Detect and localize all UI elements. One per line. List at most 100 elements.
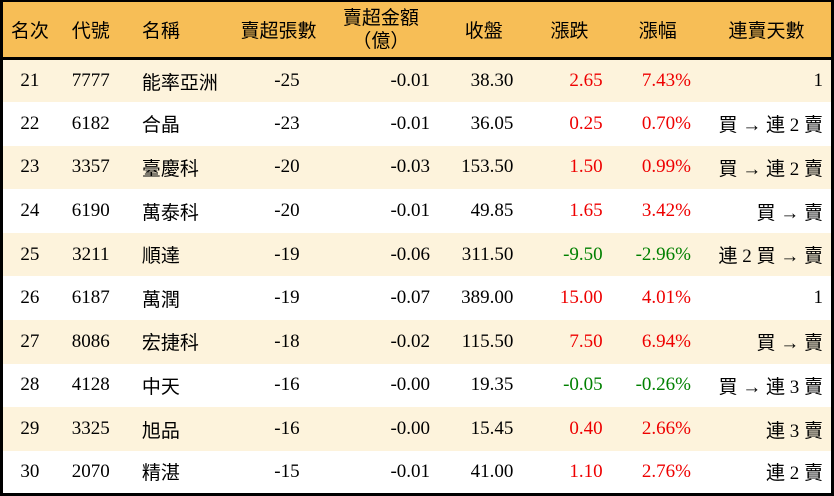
cell-price-change: -0.05 <box>563 374 603 396</box>
cell-close-price: 41.00 <box>470 460 514 482</box>
cell-price-change: 15.00 <box>559 287 603 309</box>
cell-sell-volume: -16 <box>274 374 300 396</box>
cell-sell-volume: -20 <box>274 200 300 222</box>
table-header: 名次 代號 名稱 賣超張數 賣超金額 （億） 收盤 漲跌 漲幅 連賣天數 <box>1 1 833 60</box>
cell-close-price: 49.85 <box>470 200 514 222</box>
table-row: 28 4128 中天 -16 -0.00 19.35 -0.05 -0.26% … <box>1 363 833 408</box>
cell-sell-amount: -0.01 <box>390 200 431 222</box>
cell-close-price: 19.35 <box>470 374 514 396</box>
table-row: 23 3357 臺慶科 -20 -0.03 153.50 1.50 0.99% … <box>1 145 833 190</box>
col-header-sell-amount: 賣超金額 （億） <box>319 1 443 60</box>
cell-sell-volume: -23 <box>274 112 300 134</box>
cell-price-change: 1.50 <box>569 156 603 178</box>
cell-rank: 26 <box>20 287 40 309</box>
cell-sell-volume: -19 <box>274 243 300 265</box>
cell-rank: 23 <box>20 156 40 178</box>
cell-rank: 29 <box>20 418 40 440</box>
cell-close-price: 311.50 <box>461 243 514 265</box>
cell-stock-code: 6190 <box>71 200 110 222</box>
table-row: 25 3211 順達 -19 -0.06 311.50 -9.50 -2.96%… <box>1 232 833 277</box>
cell-stock-name: 精湛 <box>141 463 180 485</box>
cell-change-percent: 4.01% <box>641 287 691 309</box>
cell-stock-name: 萬泰科 <box>141 202 199 224</box>
cell-stock-name: 臺慶科 <box>141 158 199 180</box>
col-header-sell-amount-line2: （億） <box>352 30 410 52</box>
cell-sell-streak: 連 2 買 → 賣 <box>718 246 823 268</box>
col-header-sell-amount-line1: 賣超金額 <box>342 7 419 29</box>
cell-sell-streak: 買 → 連 3 賣 <box>718 376 823 398</box>
table-row: 30 2070 精湛 -15 -0.01 41.00 1.10 2.76% 連 … <box>1 450 833 495</box>
cell-rank: 27 <box>20 330 40 352</box>
cell-change-percent: 3.42% <box>641 200 691 222</box>
cell-price-change: 1.65 <box>569 200 603 222</box>
cell-sell-amount: -0.01 <box>390 460 431 482</box>
cell-price-change: 1.10 <box>569 460 603 482</box>
cell-sell-streak: 連 3 賣 <box>765 420 823 442</box>
table-body: 21 7777 能率亞洲 -25 -0.01 38.30 2.65 7.43% … <box>1 58 833 495</box>
cell-stock-code: 6187 <box>71 287 110 309</box>
cell-sell-amount: -0.03 <box>390 156 431 178</box>
cell-sell-amount: -0.00 <box>390 418 431 440</box>
cell-price-change: 0.25 <box>569 112 603 134</box>
cell-stock-name: 合晶 <box>141 115 180 137</box>
cell-rank: 24 <box>20 200 40 222</box>
cell-change-percent: -0.26% <box>635 374 691 396</box>
cell-sell-streak: 1 <box>813 70 824 92</box>
cell-sell-volume: -18 <box>274 330 300 352</box>
cell-stock-code: 6182 <box>71 112 110 134</box>
cell-close-price: 15.45 <box>470 418 514 440</box>
col-header-name: 名稱 <box>124 1 238 60</box>
table-row: 22 6182 合晶 -23 -0.01 36.05 0.25 0.70% 買 … <box>1 102 833 146</box>
cell-stock-name: 中天 <box>141 376 180 398</box>
cell-stock-name: 能率亞洲 <box>141 72 218 94</box>
table-row: 29 3325 旭品 -16 -0.00 15.45 0.40 2.66% 連 … <box>1 407 833 451</box>
cell-close-price: 389.00 <box>461 287 514 309</box>
cell-sell-amount: -0.01 <box>390 70 431 92</box>
cell-price-change: 2.65 <box>569 70 603 92</box>
cell-rank: 22 <box>20 112 40 134</box>
cell-change-percent: 2.66% <box>641 418 691 440</box>
cell-sell-streak: 連 2 賣 <box>765 463 823 485</box>
table-row: 21 7777 能率亞洲 -25 -0.01 38.30 2.65 7.43% … <box>1 58 833 103</box>
cell-rank: 21 <box>20 70 40 92</box>
cell-price-change: 0.40 <box>569 418 603 440</box>
col-header-sell-streak: 連賣天數 <box>701 1 833 60</box>
cell-close-price: 115.50 <box>461 330 514 352</box>
col-header-close: 收盤 <box>442 1 526 60</box>
cell-stock-code: 3357 <box>71 156 110 178</box>
col-header-change: 漲跌 <box>525 1 614 60</box>
cell-stock-code: 2070 <box>71 460 110 482</box>
col-header-rank: 名次 <box>1 1 57 60</box>
cell-sell-volume: -16 <box>274 418 300 440</box>
cell-stock-code: 7777 <box>71 70 110 92</box>
cell-sell-streak: 1 <box>813 287 824 309</box>
cell-rank: 28 <box>20 374 40 396</box>
cell-sell-streak: 買 → 賣 <box>756 333 823 355</box>
cell-stock-code: 3325 <box>71 418 110 440</box>
cell-price-change: -9.50 <box>563 243 603 265</box>
cell-close-price: 38.30 <box>470 70 514 92</box>
table-row: 26 6187 萬潤 -19 -0.07 389.00 15.00 4.01% … <box>1 276 833 321</box>
col-header-sell-volume: 賣超張數 <box>237 1 320 60</box>
table-header-row: 名次 代號 名稱 賣超張數 賣超金額 （億） 收盤 漲跌 漲幅 連賣天數 <box>1 1 833 60</box>
table-row: 27 8086 宏捷科 -18 -0.02 115.50 7.50 6.94% … <box>1 320 833 364</box>
col-header-change-pct: 漲幅 <box>613 1 702 60</box>
cell-sell-amount: -0.00 <box>390 374 431 396</box>
cell-close-price: 153.50 <box>461 156 514 178</box>
cell-stock-name: 順達 <box>141 246 180 268</box>
cell-sell-amount: -0.07 <box>390 287 431 309</box>
cell-sell-volume: -20 <box>274 156 300 178</box>
cell-sell-streak: 買 → 連 2 賣 <box>718 158 823 180</box>
cell-stock-code: 3211 <box>72 243 110 265</box>
cell-sell-streak: 買 → 賣 <box>756 202 823 224</box>
cell-sell-volume: -19 <box>274 287 300 309</box>
cell-change-percent: 0.70% <box>641 112 691 134</box>
cell-stock-code: 4128 <box>71 374 110 396</box>
col-header-code: 代號 <box>56 1 125 60</box>
cell-stock-code: 8086 <box>71 330 110 352</box>
cell-price-change: 7.50 <box>569 330 603 352</box>
cell-stock-name: 宏捷科 <box>141 333 199 355</box>
cell-rank: 30 <box>20 460 40 482</box>
cell-sell-amount: -0.06 <box>390 243 431 265</box>
cell-sell-amount: -0.02 <box>390 330 431 352</box>
